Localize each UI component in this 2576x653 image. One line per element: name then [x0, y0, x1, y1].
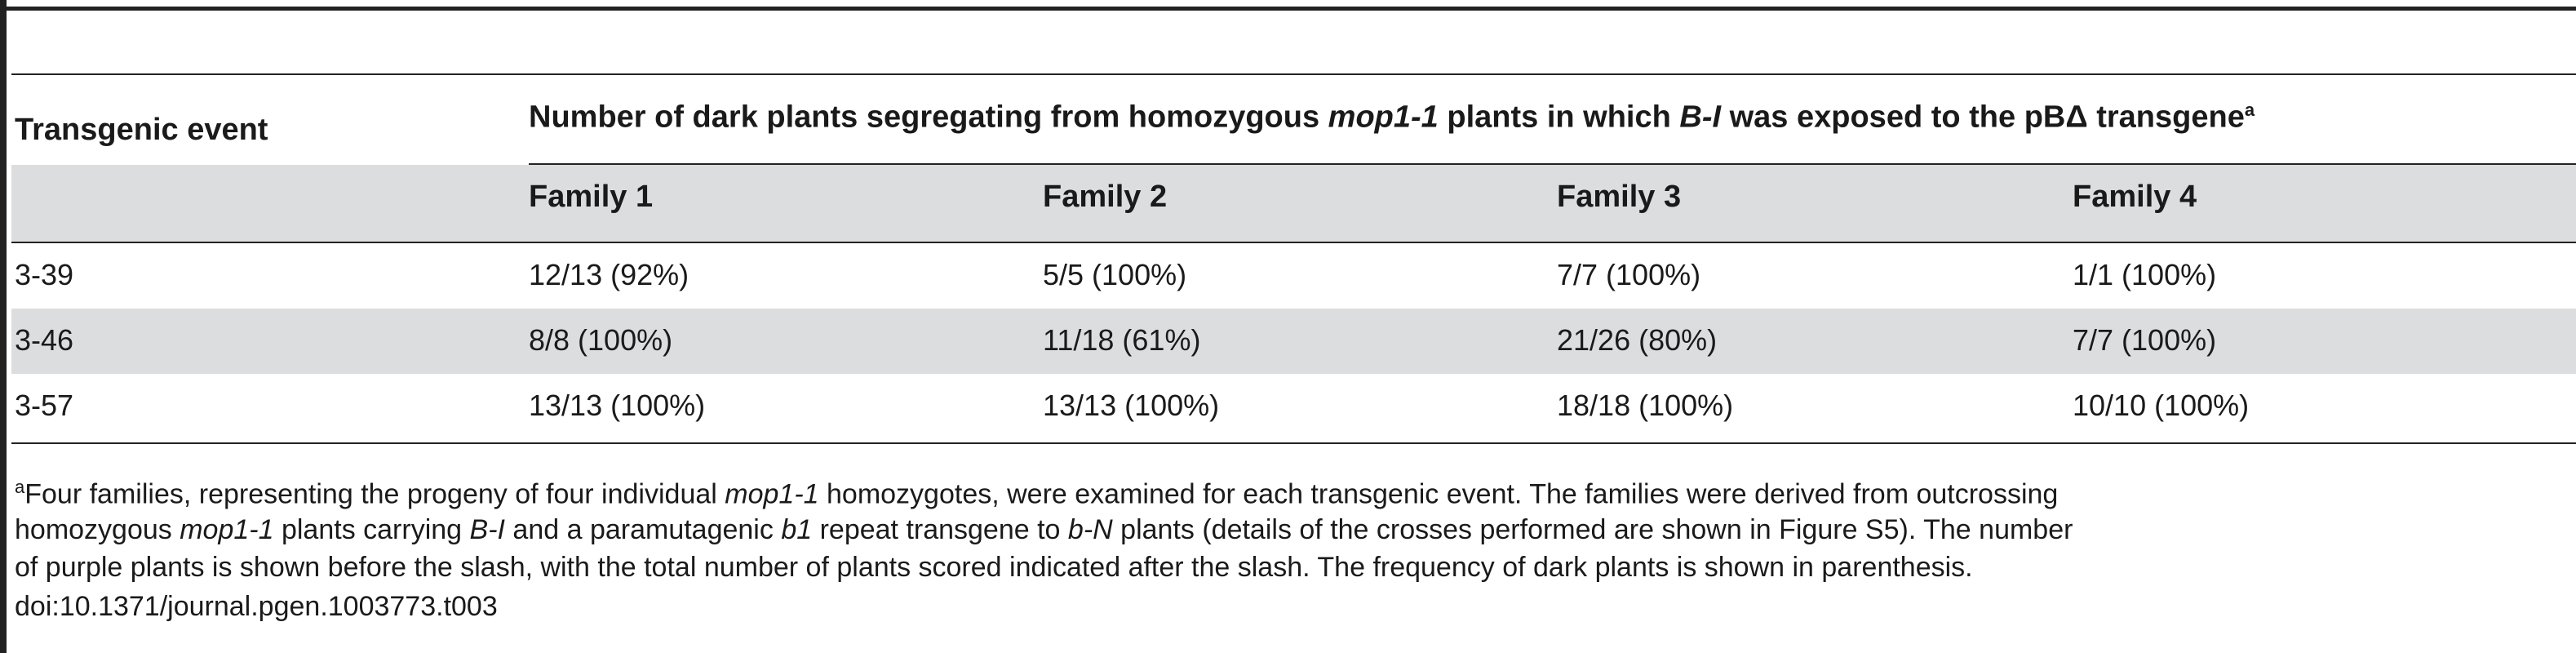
text: homozygotes, were examined for each tran…	[818, 478, 2059, 510]
table-top-rule	[11, 73, 2576, 75]
text: mop1-1	[180, 514, 274, 545]
left-border	[0, 0, 7, 653]
text: homozygous	[15, 514, 180, 545]
text: and a paramutagenic	[504, 514, 782, 545]
footnote-line: of purple plants is shown before the sla…	[15, 552, 1973, 584]
text: of purple plants is shown before the sla…	[15, 552, 1973, 583]
footnote-line: aFour families, representing the progeny…	[15, 477, 2058, 510]
cell: 11/18 (61%)	[1043, 323, 1201, 357]
row-label: 3-46	[15, 323, 74, 357]
text: Number of dark plants segregating from h…	[529, 100, 1328, 135]
table-bottom-rule	[11, 442, 2576, 444]
column-header: Family 4	[2073, 180, 2197, 214]
text: plants in which	[1438, 100, 1680, 135]
text: plants (details of the crosses performed…	[1112, 514, 2073, 545]
cell: 18/18 (100%)	[1557, 389, 1734, 422]
footnote-line: homozygous mop1-1 plants carrying B-I an…	[15, 514, 2073, 546]
text: plants carrying	[273, 514, 470, 545]
row-label: 3-39	[15, 258, 74, 291]
text: B-I	[1679, 100, 1722, 135]
cell: 1/1 (100%)	[2073, 258, 2217, 291]
cell: 7/7 (100%)	[2073, 323, 2217, 357]
text: b1	[781, 514, 813, 545]
column-header: Family 3	[1557, 180, 1682, 214]
cell: 10/10 (100%)	[2073, 389, 2250, 422]
text: B-I	[469, 514, 505, 545]
text: b-N	[1067, 514, 1113, 545]
text: was exposed to the pBΔ transgene	[1721, 100, 2245, 135]
header-rule	[11, 242, 2576, 243]
header-band	[11, 165, 2576, 242]
cell: 13/13 (100%)	[529, 389, 706, 422]
text: a	[2244, 100, 2255, 120]
text: mop1-1	[1328, 100, 1439, 135]
cell: 5/5 (100%)	[1043, 258, 1187, 291]
row-header: Transgenic event	[15, 113, 268, 147]
cell: 21/26 (80%)	[1557, 323, 1718, 357]
text: Four families, representing the progeny …	[24, 478, 725, 510]
span-header: Number of dark plants segregating from h…	[529, 100, 2255, 135]
cell: 8/8 (100%)	[529, 323, 673, 357]
column-header: Family 1	[529, 180, 654, 214]
cell: 7/7 (100%)	[1557, 258, 1701, 291]
doi: doi:10.1371/journal.pgen.1003773.t003	[15, 591, 498, 622]
span-rule	[529, 163, 2576, 165]
cell: 13/13 (100%)	[1043, 389, 1220, 422]
row-label: 3-57	[15, 389, 74, 422]
cell: 12/13 (92%)	[529, 258, 689, 291]
text: mop1-1	[725, 478, 819, 510]
column-header: Family 2	[1043, 180, 1168, 214]
text: repeat transgene to	[812, 514, 1068, 545]
row-band	[11, 309, 2576, 374]
text: a	[15, 477, 25, 497]
top-rule	[7, 7, 2576, 11]
